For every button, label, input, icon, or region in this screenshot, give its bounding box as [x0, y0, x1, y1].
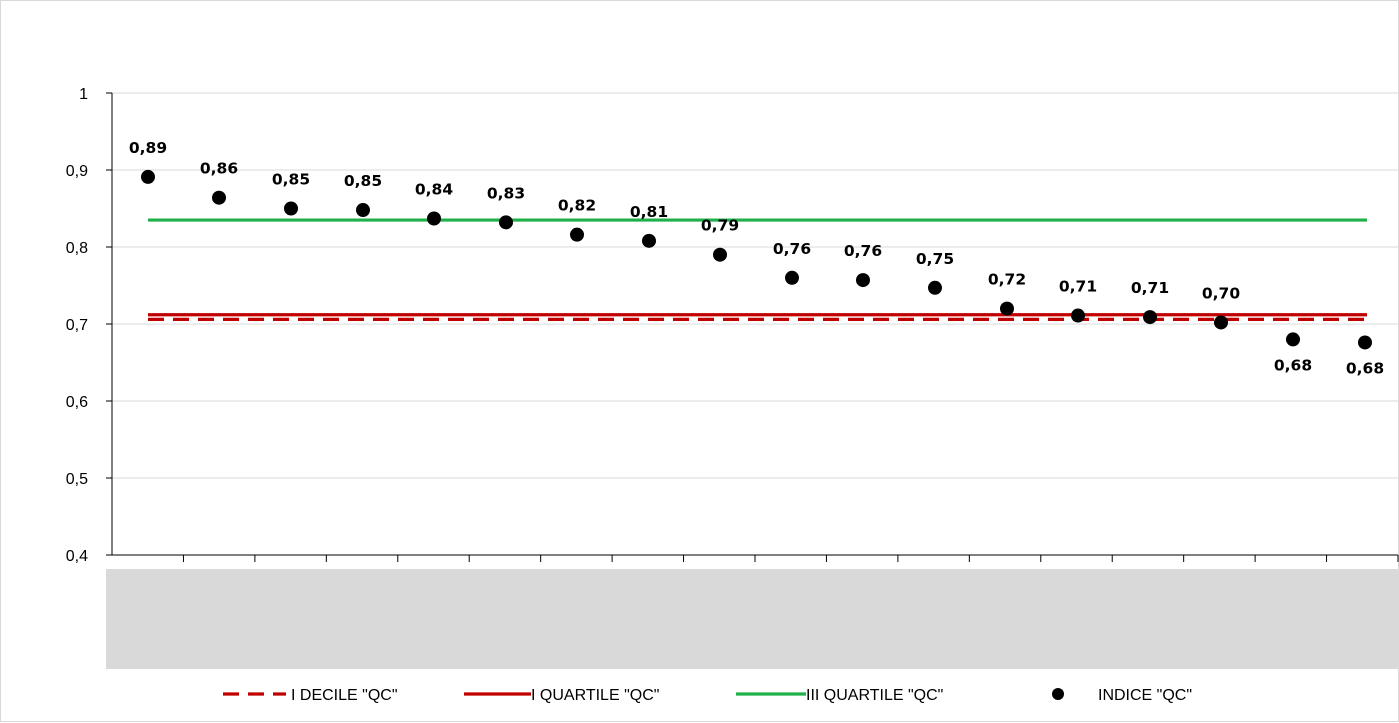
data-label: 0,82 [558, 197, 596, 215]
y-tick-label: 0,6 [66, 394, 88, 411]
data-label: 0,79 [701, 217, 739, 235]
data-point [1358, 335, 1372, 350]
legend-label-third-quartile: III QUARTILE "QC" [806, 687, 943, 704]
data-point [570, 227, 584, 242]
data-label: 0,71 [1059, 278, 1097, 296]
data-label: 0,68 [1274, 356, 1312, 374]
legend-label-decile: I DECILE "QC" [291, 687, 398, 704]
legend-label-indice: INDICE "QC" [1098, 687, 1192, 704]
y-tick-label: 0,8 [66, 240, 88, 257]
y-tick-label: 0,5 [66, 471, 88, 488]
data-point [499, 215, 513, 230]
data-label: 0,84 [415, 181, 453, 199]
data-point [713, 247, 727, 262]
y-tick-label: 0,7 [66, 317, 88, 334]
data-label: 0,89 [129, 139, 167, 157]
data-label: 0,76 [844, 242, 882, 260]
data-point [1286, 332, 1300, 347]
data-point [856, 273, 870, 288]
data-label: 0,71 [1131, 279, 1169, 297]
gridlines [112, 92, 1398, 479]
data-point [356, 203, 370, 218]
data-label: 0,76 [773, 240, 811, 258]
data-label: 0,72 [988, 271, 1026, 289]
data-point [1214, 315, 1228, 330]
data-point [1143, 310, 1157, 325]
data-point [928, 280, 942, 295]
y-tick-label: 0,4 [66, 548, 88, 565]
data-label: 0,85 [344, 172, 382, 190]
data-label: 0,86 [200, 160, 238, 178]
data-point [212, 190, 226, 205]
data-point [785, 270, 799, 285]
legend-label-first-quartile: I QUARTILE "QC" [531, 687, 659, 704]
data-point [642, 233, 656, 248]
data-point [141, 169, 155, 184]
reference-lines [148, 218, 1367, 321]
y-tick-label: 0,9 [66, 163, 88, 180]
legend-swatch-indice [1052, 688, 1064, 700]
y-tick-label: 1 [79, 86, 88, 103]
data-point [284, 201, 298, 216]
category-band [106, 569, 1398, 669]
data-label: 0,81 [630, 203, 668, 221]
data-label: 0,75 [916, 250, 954, 268]
axes: 0,4 0,5 0,6 0,7 0,8 0,9 1 [66, 86, 1399, 565]
data-label: 0,83 [487, 184, 525, 202]
category-band-rect [106, 569, 1398, 669]
data-label: 0,70 [1202, 284, 1240, 302]
data-point [427, 211, 441, 226]
data-points [141, 169, 1372, 350]
legend: I DECILE "QC" I QUARTILE "QC" III QUARTILE… [223, 687, 1192, 704]
data-label: 0,68 [1346, 359, 1384, 377]
data-label: 0,85 [272, 171, 310, 189]
data-point [1000, 301, 1014, 316]
data-labels: 0,89 0,86 0,85 0,85 0,84 0,83 0,82 0,81 0,79 0,76… [129, 139, 1384, 378]
data-point [1071, 308, 1085, 323]
